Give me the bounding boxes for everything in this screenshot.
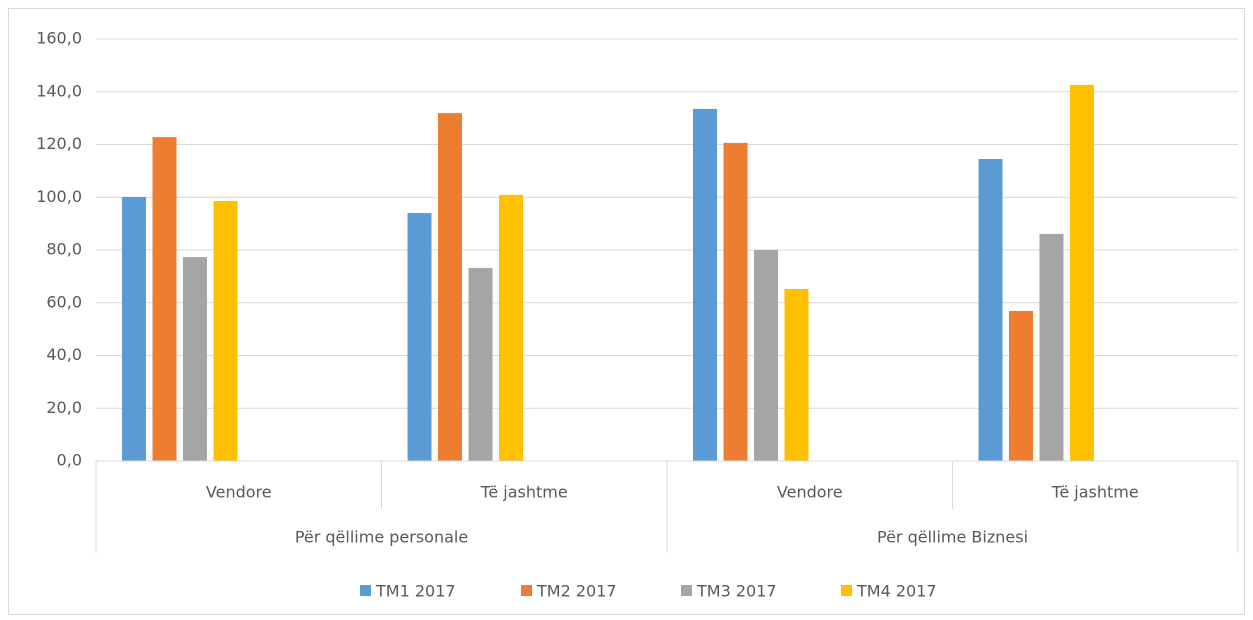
bar bbox=[978, 159, 1003, 461]
legend-swatch bbox=[521, 585, 532, 596]
legend-swatch bbox=[841, 585, 852, 596]
category-group-label: Për qëllime Biznesi bbox=[877, 528, 1028, 547]
x-tick-label: Vendore bbox=[777, 483, 843, 502]
bar bbox=[122, 196, 146, 461]
bar bbox=[1039, 233, 1064, 461]
bar bbox=[723, 142, 748, 462]
y-tick-label: 80,0 bbox=[46, 240, 82, 259]
y-tick-label: 40,0 bbox=[46, 345, 82, 364]
legend-label: TM3 2017 bbox=[696, 582, 777, 601]
y-tick-label: 20,0 bbox=[46, 398, 82, 417]
legend-swatch bbox=[681, 585, 692, 596]
bar bbox=[183, 257, 207, 461]
x-tick-label: Vendore bbox=[206, 483, 272, 502]
bar bbox=[499, 194, 523, 461]
legend-label: TM4 2017 bbox=[856, 582, 937, 601]
bar bbox=[784, 289, 809, 461]
legend-label: TM1 2017 bbox=[375, 582, 456, 601]
legend-label: TM2 2017 bbox=[536, 582, 617, 601]
bar bbox=[754, 250, 778, 461]
x-tick-label: Të jashtme bbox=[1051, 483, 1139, 502]
bar bbox=[407, 213, 432, 461]
bar bbox=[213, 200, 238, 461]
y-tick-label: 60,0 bbox=[46, 292, 82, 311]
bar bbox=[438, 113, 462, 462]
category-group-label: Për qëllime personale bbox=[295, 528, 468, 547]
bar bbox=[468, 267, 493, 461]
x-tick-label: Të jashtme bbox=[480, 483, 568, 502]
bar bbox=[1009, 310, 1033, 461]
bar bbox=[1070, 84, 1094, 461]
y-tick-label: 0,0 bbox=[57, 451, 82, 470]
legend-swatch bbox=[360, 585, 371, 596]
y-tick-label: 100,0 bbox=[36, 187, 82, 206]
bar bbox=[693, 108, 717, 462]
y-tick-label: 140,0 bbox=[36, 81, 82, 100]
y-tick-label: 120,0 bbox=[36, 134, 82, 153]
y-tick-label: 160,0 bbox=[36, 29, 82, 48]
bar bbox=[152, 137, 177, 462]
